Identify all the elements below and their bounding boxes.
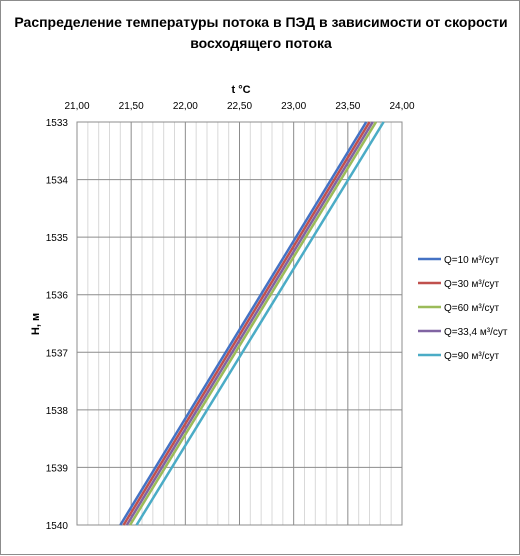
x-tick-label: 24,00 (389, 101, 414, 112)
legend-label: Q=10 м³/сут (444, 255, 500, 266)
chart-title-line2: восходящего потока (190, 35, 332, 51)
chart-title-line1: Распределение температуры потока в ПЭД в… (14, 14, 507, 30)
series-lines (119, 121, 385, 526)
legend-label: Q=33,4 м³/сут (444, 327, 508, 338)
series-line-3 (129, 121, 378, 526)
y-tick-label: 1535 (46, 233, 69, 244)
x-tick-label: 23,50 (335, 101, 360, 112)
x-tick-label: 22,00 (173, 101, 198, 112)
legend-label: Q=60 м³/сут (444, 303, 500, 314)
x-tick-label: 23,00 (281, 101, 306, 112)
x-tick-label: 22,50 (227, 101, 252, 112)
y-tick-label: 1537 (46, 348, 69, 359)
x-tick-label: 21,50 (119, 101, 144, 112)
legend-label: Q=30 м³/сут (444, 279, 500, 290)
tick-labels: 21,00 21,50 22,00 22,50 23,00 23,50 24,00 1533 1… (46, 101, 415, 532)
legend: Q=10 м³/сут Q=30 м³/сут Q=60 м³/сут Q=33,4 … (418, 255, 508, 362)
y-tick-label: 1533 (46, 118, 69, 129)
y-tick-label: 1534 (46, 176, 69, 187)
y-tick-label: 1540 (46, 521, 69, 532)
x-tick-label: 21,00 (64, 101, 89, 112)
y-axis-title: H, м (30, 313, 42, 335)
series-line-2 (122, 121, 371, 526)
grid (76, 121, 403, 526)
series-line-1 (119, 121, 368, 526)
series-line-5 (135, 121, 385, 526)
series-line-4 (125, 121, 374, 526)
x-axis-title: t °C (231, 84, 250, 96)
plot-area-border (76, 121, 403, 526)
legend-label: Q=90 м³/сут (444, 351, 500, 362)
y-tick-label: 1539 (46, 463, 69, 474)
y-tick-label: 1538 (46, 406, 69, 417)
y-tick-label: 1536 (46, 291, 69, 302)
